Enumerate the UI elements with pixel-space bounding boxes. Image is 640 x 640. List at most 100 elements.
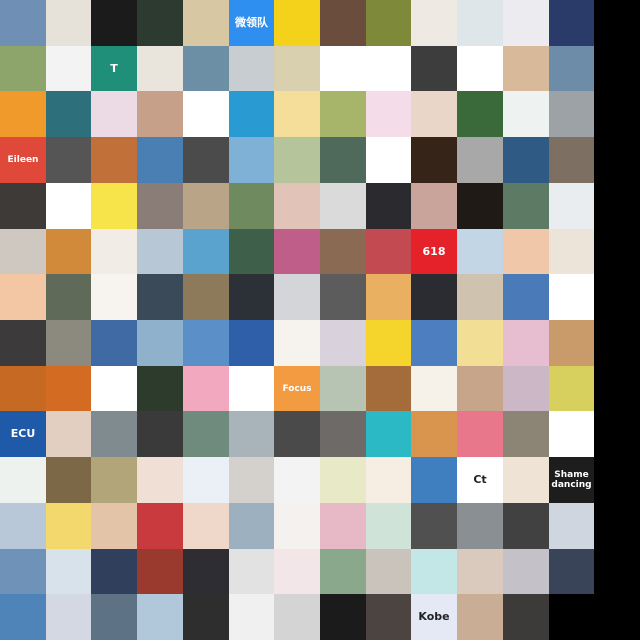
avatar-tile [46,594,91,640]
avatar-tile [457,91,503,137]
avatar-tile [183,0,229,46]
avatar-tile [366,274,411,320]
avatar-tile [137,46,183,91]
avatar-tile [229,549,274,594]
avatar-tile [91,183,137,229]
avatar-tile [549,0,594,46]
avatar-tile [320,594,366,640]
avatar-tile [183,549,229,594]
avatar-tile [594,137,640,183]
avatar-tile [503,274,549,320]
avatar-tile [366,183,411,229]
avatar-tile [0,183,46,229]
avatar-caption: ECU [10,427,36,440]
avatar-tile [183,503,229,549]
avatar-tile [46,91,91,137]
avatar-tile [366,503,411,549]
avatar-tile [457,503,503,549]
avatar-tile [46,366,91,411]
avatar-tile [137,183,183,229]
avatar-tile [229,46,274,91]
avatar-tile [46,457,91,503]
avatar-tile [0,503,46,549]
avatar-tile [0,320,46,366]
avatar-tile [274,457,320,503]
avatar-tile [91,594,137,640]
avatar-tile [411,274,457,320]
avatar-tile [503,183,549,229]
avatar-tile [229,137,274,183]
avatar-caption: Eileen [7,155,39,165]
avatar-tile [46,229,91,274]
avatar-tile [549,91,594,137]
avatar-tile [183,137,229,183]
avatar-tile [457,46,503,91]
avatar-tile [457,320,503,366]
avatar-tile [366,229,411,274]
avatar-tile [137,594,183,640]
avatar-caption: 618 [422,244,446,258]
avatar-tile [0,91,46,137]
avatar-tile [137,549,183,594]
avatar-tile [46,137,91,183]
avatar-tile: Kobe [411,594,457,640]
avatar-tile [0,549,46,594]
avatar-tile [549,549,594,594]
avatar-tile [549,183,594,229]
avatar-tile [137,411,183,457]
avatar-tile [549,366,594,411]
avatar-tile [549,274,594,320]
avatar-tile [503,0,549,46]
avatar-tile [594,594,640,640]
avatar-tile [137,457,183,503]
avatar-tile [411,366,457,411]
avatar-tile: 618 [411,229,457,274]
avatar-tile [594,229,640,274]
avatar-tile [183,274,229,320]
avatar-tile [46,0,91,46]
avatar-caption: Shame dancing [551,470,592,490]
avatar-tile [229,320,274,366]
avatar-tile [0,229,46,274]
avatar-tile [274,229,320,274]
avatar-tile [457,366,503,411]
avatar-tile [137,274,183,320]
avatar-tile: T [91,46,137,91]
avatar-tile [274,411,320,457]
avatar-tile [503,457,549,503]
avatar-tile [366,366,411,411]
avatar-tile [549,229,594,274]
avatar-tile [594,183,640,229]
avatar-tile [0,457,46,503]
avatar-caption: Ct [473,473,487,486]
avatar-tile [320,46,366,91]
avatar-tile [594,0,640,46]
avatar-tile [320,91,366,137]
avatar-tile [274,320,320,366]
avatar-tile [411,411,457,457]
avatar-tile [0,274,46,320]
avatar-tile [411,91,457,137]
avatar-tile [91,457,137,503]
avatar-tile [183,320,229,366]
avatar-tile [91,91,137,137]
avatar-tile [274,91,320,137]
avatar-tile [91,0,137,46]
avatar-tile [594,274,640,320]
avatar-tile [411,137,457,183]
avatar-caption: 微领队 [235,16,268,29]
avatar-tile [229,229,274,274]
avatar-tile [366,411,411,457]
avatar-tile [457,0,503,46]
avatar-tile [503,594,549,640]
avatar-tile [549,503,594,549]
avatar-tile [594,46,640,91]
avatar-tile [274,46,320,91]
avatar-tile [229,366,274,411]
avatar-tile [457,229,503,274]
avatar-tile: ECU [0,411,46,457]
avatar-tile [503,503,549,549]
avatar-tile [0,0,46,46]
avatar-tile [320,229,366,274]
